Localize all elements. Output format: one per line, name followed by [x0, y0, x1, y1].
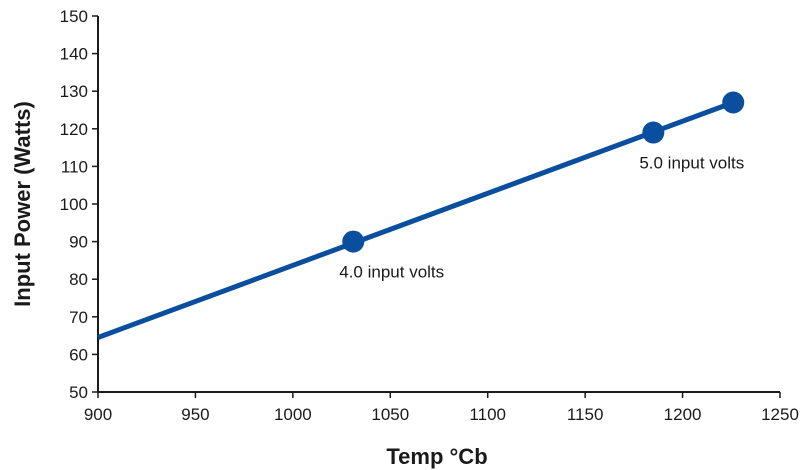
y-tick-label: 60 — [69, 345, 88, 364]
x-tick-label: 1250 — [761, 405, 799, 424]
point-annotation: 4.0 input volts — [339, 263, 444, 282]
y-tick-label: 120 — [60, 120, 88, 139]
point-annotation: 5.0 input volts — [639, 154, 744, 173]
y-tick-label: 150 — [60, 7, 88, 26]
x-axis-title: Temp °Cb — [386, 444, 487, 469]
y-tick-label: 70 — [69, 308, 88, 327]
x-tick-label: 1050 — [371, 405, 409, 424]
y-tick-label: 80 — [69, 270, 88, 289]
y-tick-label: 110 — [61, 157, 88, 176]
data-point — [722, 91, 745, 114]
y-tick-label: 50 — [69, 383, 88, 402]
x-tick-label: 1100 — [469, 405, 506, 424]
data-point — [342, 230, 365, 253]
x-tick-label: 1200 — [664, 405, 702, 424]
x-ticks: 900 950 1000 1050 1100 1150 1200 1250 — [84, 392, 799, 424]
x-tick-label: 950 — [181, 405, 209, 424]
x-tick-label: 1150 — [567, 405, 604, 424]
markers-layer: 4.0 input volts 5.0 input volts — [339, 91, 745, 282]
y-ticks: 50 60 70 80 90 100 110 120 130 140 150 — [60, 7, 98, 402]
y-tick-label: 90 — [69, 233, 88, 252]
axes — [97, 16, 780, 393]
data-point — [642, 121, 665, 144]
series-line — [97, 100, 735, 340]
y-axis-title: Input Power (Watts) — [10, 101, 35, 307]
series-layer — [97, 100, 735, 340]
y-tick-label: 140 — [60, 45, 88, 64]
y-tick-label: 100 — [60, 195, 88, 214]
y-tick-label: 130 — [60, 82, 88, 101]
x-tick-label: 900 — [84, 405, 112, 424]
x-tick-label: 1000 — [274, 405, 312, 424]
